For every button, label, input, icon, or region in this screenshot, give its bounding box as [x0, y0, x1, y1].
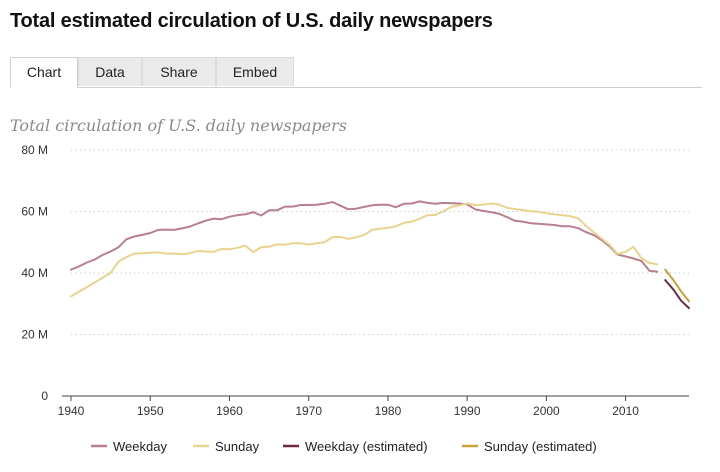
legend-label: Weekday [113, 439, 167, 454]
series-line-sunday [70, 202, 659, 298]
series-line-weekday [70, 200, 659, 273]
legend-label: Sunday [215, 439, 260, 454]
legend-label: Sunday (estimated) [484, 439, 597, 454]
x-tick-label: 1980 [375, 404, 402, 418]
y-tick-label: 80 M [21, 143, 48, 157]
tab-embed[interactable]: Embed [216, 57, 294, 86]
gridlines [71, 149, 689, 335]
tab-share[interactable]: Share [142, 57, 216, 86]
chart-title: Total circulation of U.S. daily newspape… [10, 116, 347, 135]
x-tick-label: 2000 [533, 404, 560, 418]
legend-label: Weekday (estimated) [305, 439, 428, 454]
y-tick-label: 0 [41, 389, 48, 403]
x-tick-label: 1970 [295, 404, 322, 418]
x-tick-label: 1960 [216, 404, 243, 418]
legend: Weekday Sunday Weekday (estimated) Sunday (… [91, 439, 597, 454]
series-lines [70, 200, 690, 310]
series-line-sunday-estimated [664, 268, 690, 303]
x-tick-label: 1990 [454, 404, 481, 418]
series-line-weekday-estimated [664, 279, 690, 310]
axes: 0 20 M 40 M 60 M 80 M 1940 1950 1960 1970 1980 199… [21, 143, 689, 418]
tab-bar: Chart Data Share Embed [10, 57, 702, 88]
x-tick-label: 2010 [612, 404, 639, 418]
tab-data[interactable]: Data [78, 57, 142, 86]
y-tick-label: 20 M [21, 328, 48, 342]
tab-chart[interactable]: Chart [10, 57, 78, 88]
page-title: Total estimated circulation of U.S. dail… [10, 10, 493, 32]
x-tick-label: 1940 [58, 404, 85, 418]
y-tick-label: 60 M [21, 205, 48, 219]
x-tick-label: 1950 [137, 404, 164, 418]
y-tick-label: 40 M [21, 266, 48, 280]
